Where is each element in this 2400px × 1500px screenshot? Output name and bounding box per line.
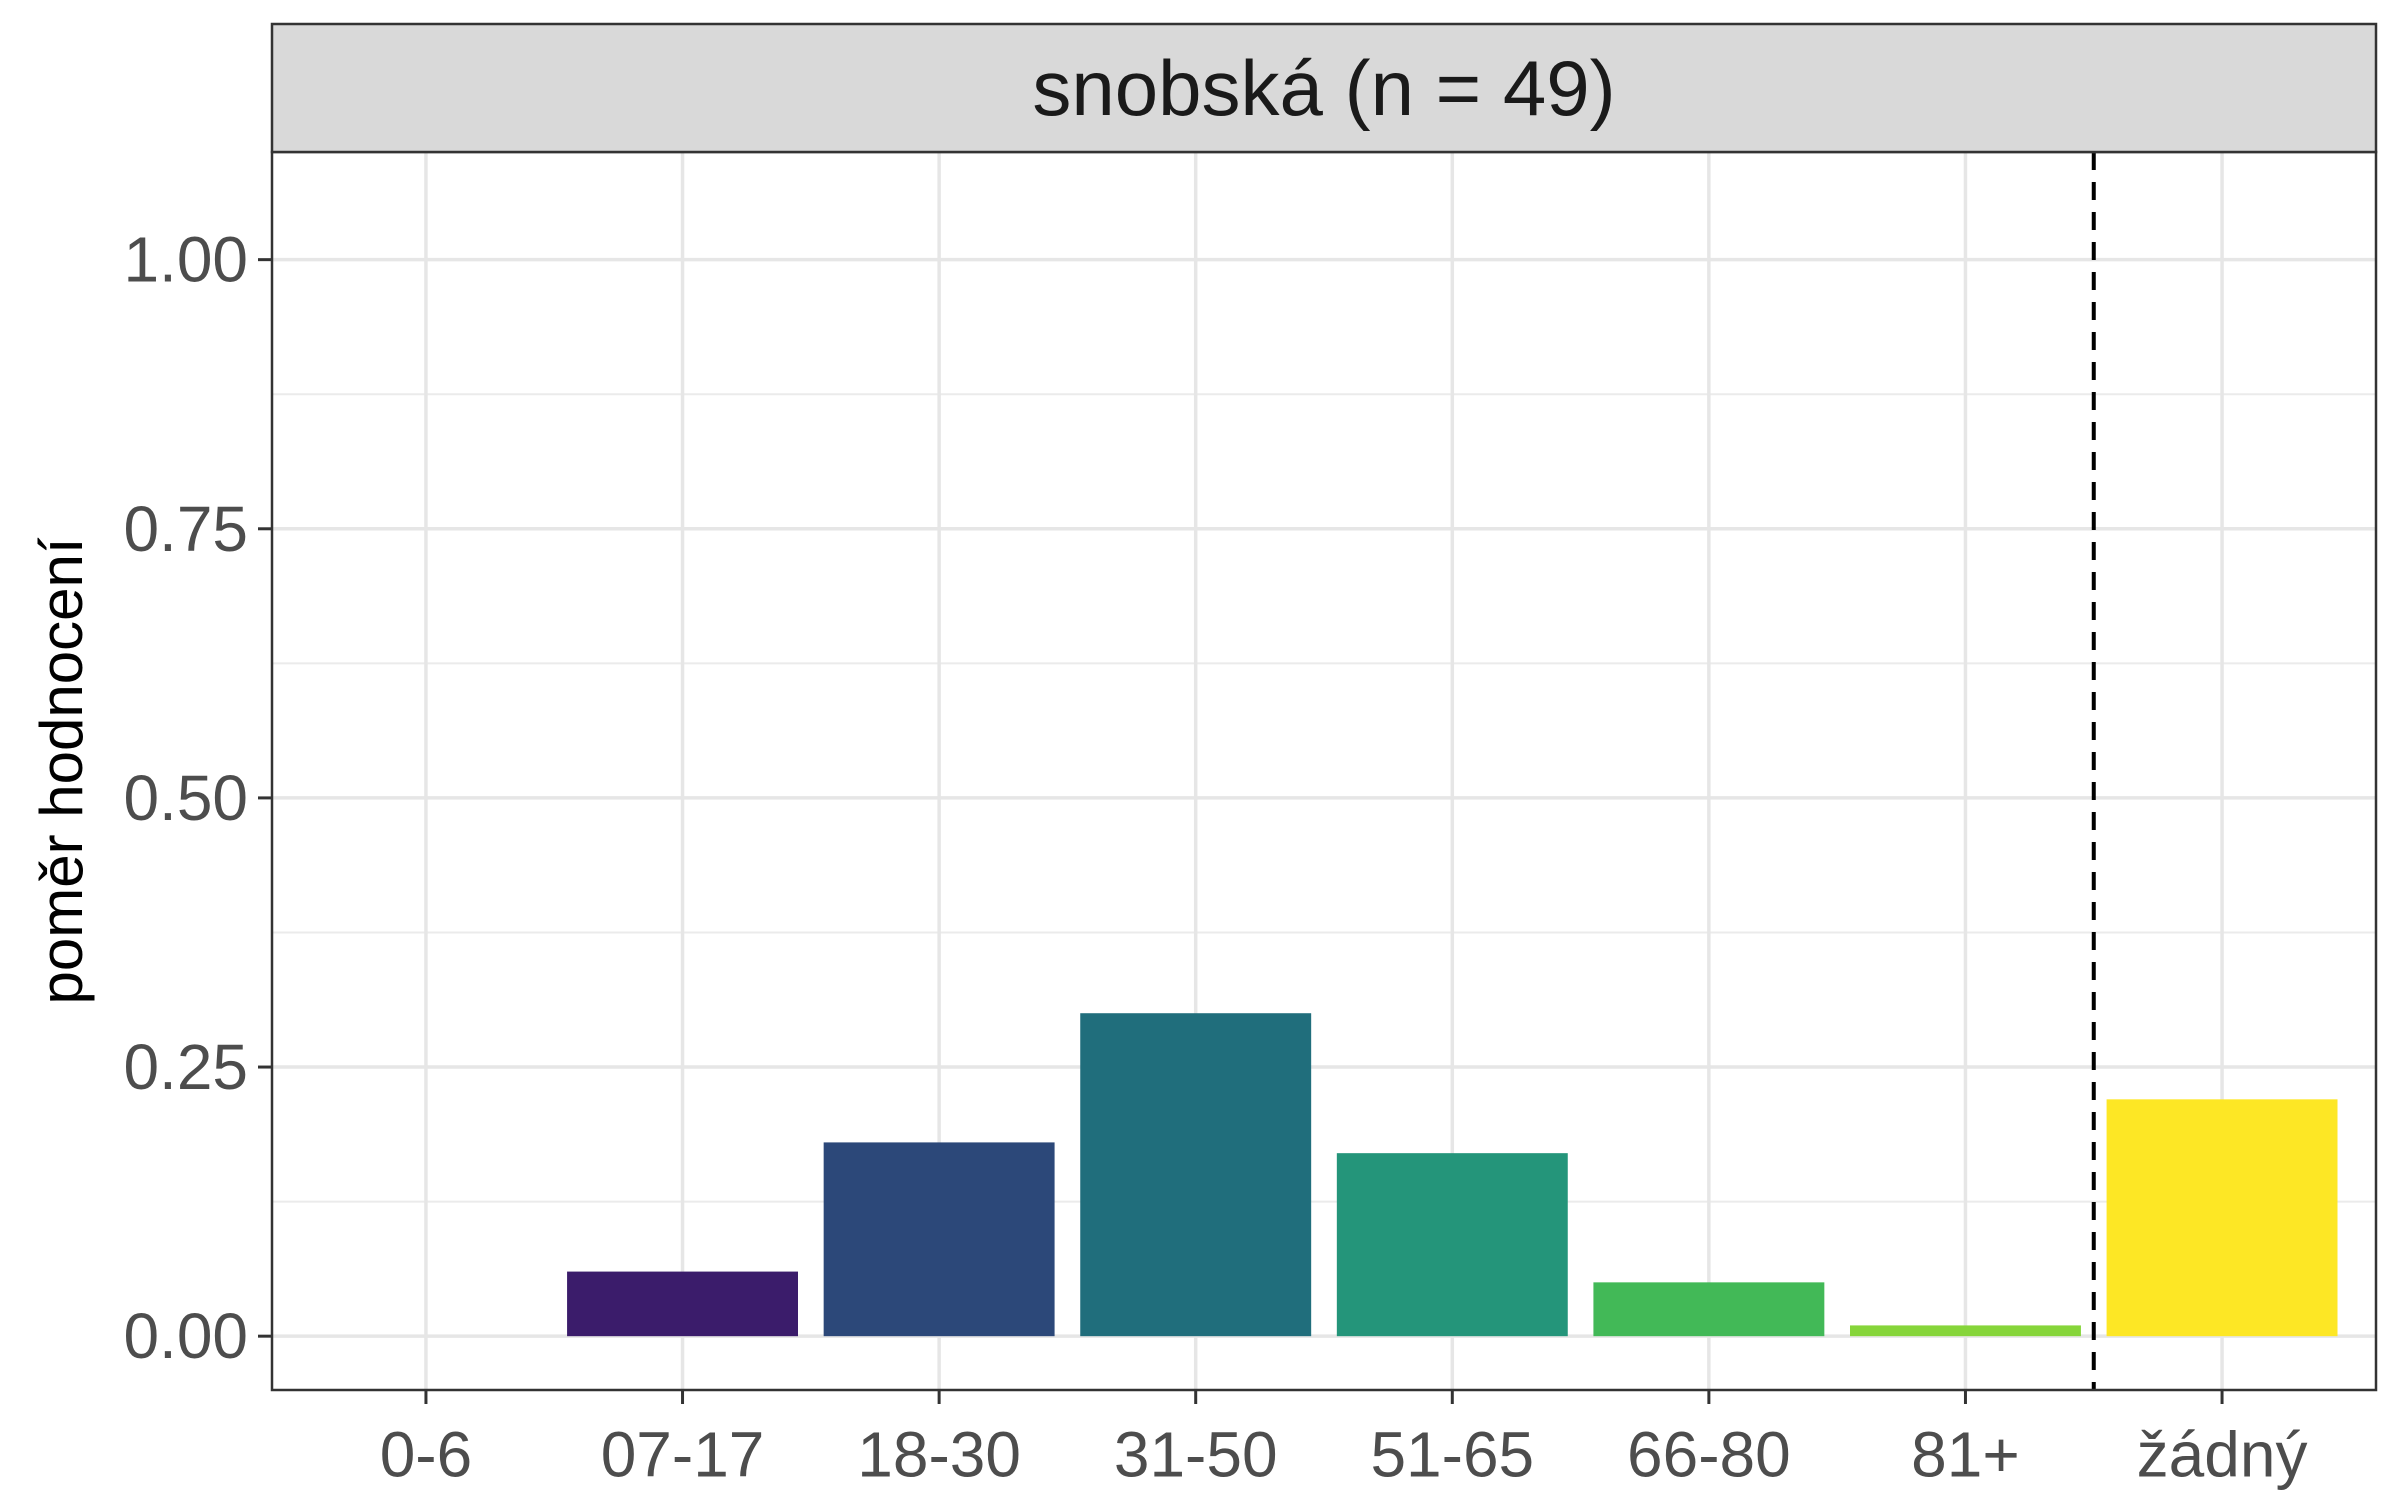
bar-18-30 <box>823 1142 1055 1337</box>
y-tick-label: 0.00 <box>123 1300 248 1372</box>
x-tick-label: žádný <box>2137 1418 2308 1490</box>
x-tick-label: 31-50 <box>1114 1418 1278 1490</box>
x-axis: 0-6 07-17 18-30 31-50 51-65 66-80 81+ žádný <box>380 1390 2308 1490</box>
facet-strip-title: snobská (n = 49) <box>1032 44 1615 132</box>
y-tick-label: 0.50 <box>123 762 248 834</box>
facet-strip <box>270 22 2378 154</box>
y-axis-title: poměr hodnocení <box>28 537 95 1004</box>
x-tick-label: 18-30 <box>857 1418 1021 1490</box>
bar-07-17 <box>567 1271 798 1337</box>
plot-panel-background <box>272 152 2376 1390</box>
y-tick-label: 0.75 <box>123 493 248 565</box>
x-tick-label: 66-80 <box>1627 1418 1791 1490</box>
bar-žádný <box>2106 1099 2338 1337</box>
y-tick-label: 1.00 <box>123 224 248 296</box>
x-tick-label: 0-6 <box>380 1418 473 1490</box>
bars <box>567 1013 2338 1337</box>
y-tick-label: 0.25 <box>123 1031 248 1103</box>
bar-51-65 <box>1336 1153 1568 1337</box>
x-tick-label: 81+ <box>1911 1418 2020 1490</box>
bar-66-80 <box>1593 1282 1825 1337</box>
minor-gridlines <box>272 393 2376 1203</box>
x-tick-label: 51-65 <box>1370 1418 1534 1490</box>
x-tick-label: 07-17 <box>601 1418 765 1490</box>
y-axis: 0.00 0.25 0.50 0.75 1.00 <box>123 224 272 1372</box>
bar-81+ <box>1850 1325 2081 1337</box>
bar-31-50 <box>1080 1013 1312 1337</box>
